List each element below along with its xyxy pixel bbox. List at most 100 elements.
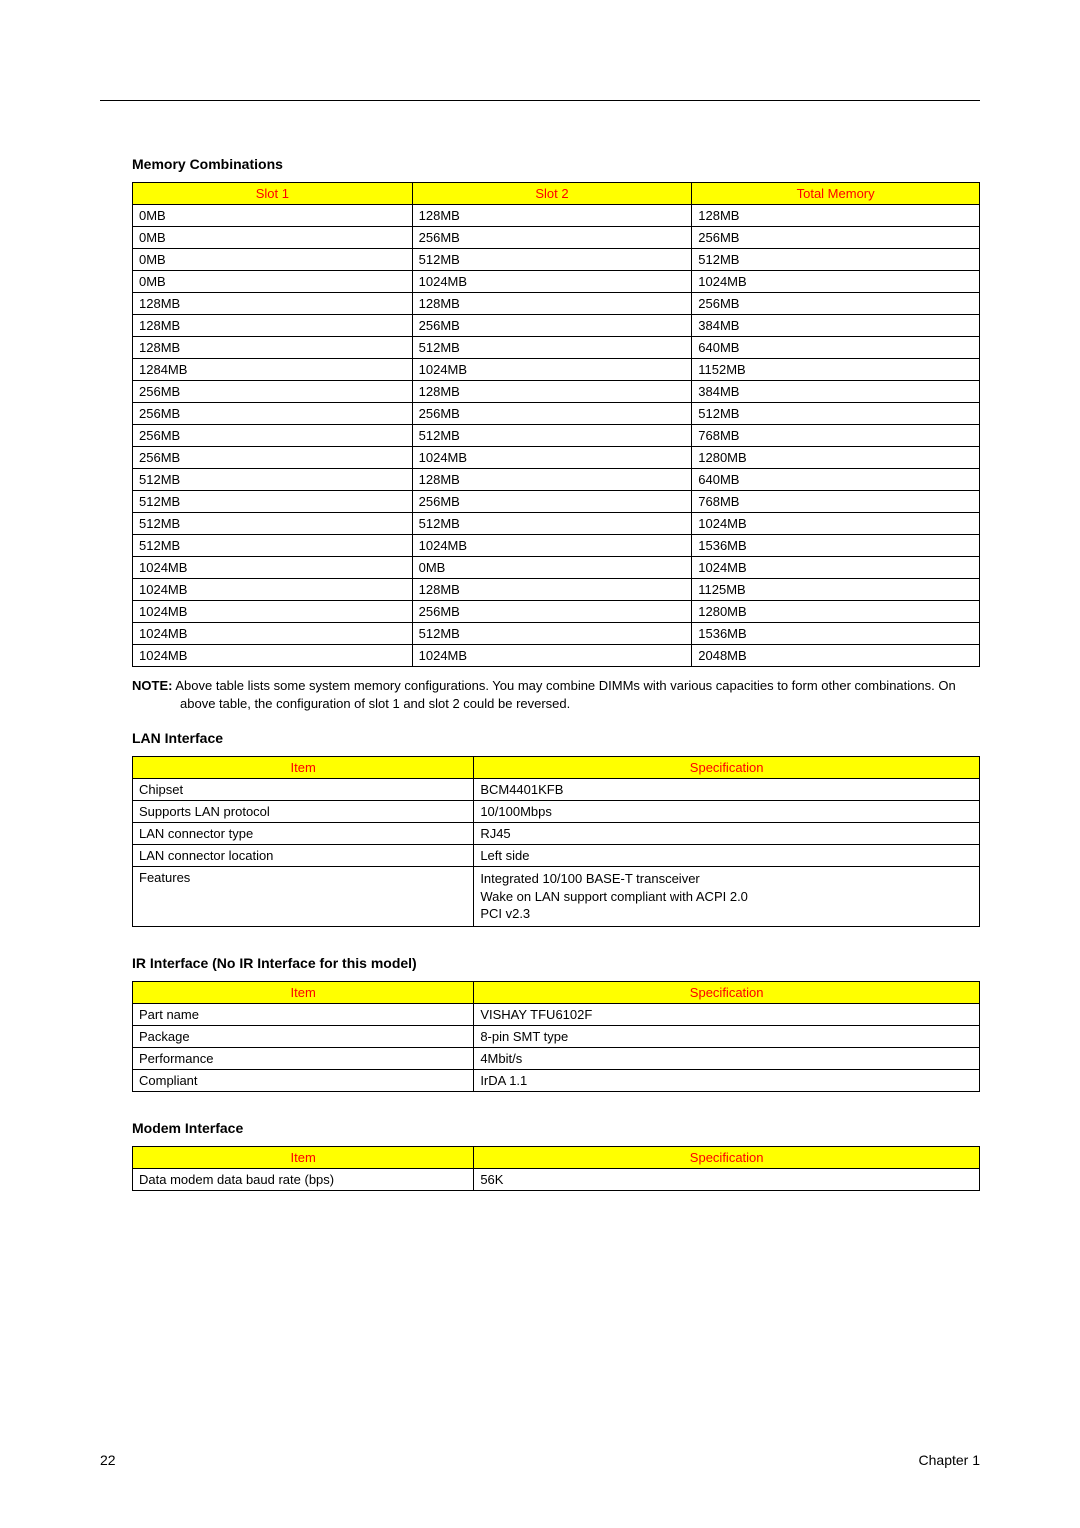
table-cell: 128MB xyxy=(133,315,413,337)
item-cell: Chipset xyxy=(133,779,474,801)
item-cell: Features xyxy=(133,867,474,927)
spec-cell: VISHAY TFU6102F xyxy=(474,1003,980,1025)
table-cell: 256MB xyxy=(692,227,980,249)
table-cell: 512MB xyxy=(133,491,413,513)
table-cell: 256MB xyxy=(412,315,692,337)
spec-cell: Integrated 10/100 BASE-T transceiverWake… xyxy=(474,867,980,927)
item-cell: Part name xyxy=(133,1003,474,1025)
table-cell: 0MB xyxy=(133,205,413,227)
table-cell: 128MB xyxy=(412,381,692,403)
column-header: Specification xyxy=(474,1146,980,1168)
modem-table: ItemSpecificationData modem data baud ra… xyxy=(132,1146,980,1191)
spec-cell: Left side xyxy=(474,845,980,867)
spec-cell: 10/100Mbps xyxy=(474,801,980,823)
table-cell: 128MB xyxy=(412,293,692,315)
table-cell: 512MB xyxy=(412,425,692,447)
page-footer: 22 Chapter 1 xyxy=(100,1452,980,1468)
table-cell: 128MB xyxy=(412,579,692,601)
table-cell: 1152MB xyxy=(692,359,980,381)
table-cell: 1536MB xyxy=(692,535,980,557)
table-cell: 640MB xyxy=(692,337,980,359)
table-cell: 512MB xyxy=(133,513,413,535)
table-cell: 128MB xyxy=(692,205,980,227)
table-cell: 768MB xyxy=(692,425,980,447)
table-cell: 1280MB xyxy=(692,601,980,623)
table-cell: 1024MB xyxy=(412,359,692,381)
memory-title: Memory Combinations xyxy=(100,156,980,172)
memory-table: Slot 1Slot 2Total Memory0MB128MB128MB0MB… xyxy=(132,182,980,667)
table-cell: 512MB xyxy=(412,337,692,359)
table-cell: 512MB xyxy=(692,403,980,425)
table-cell: 768MB xyxy=(692,491,980,513)
spec-cell: IrDA 1.1 xyxy=(474,1069,980,1091)
spec-cell: RJ45 xyxy=(474,823,980,845)
column-header: Total Memory xyxy=(692,183,980,205)
table-cell: 1024MB xyxy=(133,579,413,601)
table-cell: 1024MB xyxy=(692,271,980,293)
table-cell: 1284MB xyxy=(133,359,413,381)
table-cell: 256MB xyxy=(412,227,692,249)
item-cell: Supports LAN protocol xyxy=(133,801,474,823)
note-text: Above table lists some system memory con… xyxy=(175,678,955,711)
modem-title: Modem Interface xyxy=(100,1120,980,1136)
page-number: 22 xyxy=(100,1452,116,1468)
table-cell: 1024MB xyxy=(133,601,413,623)
table-cell: 1024MB xyxy=(692,557,980,579)
note-block: NOTE: Above table lists some system memo… xyxy=(132,677,980,712)
table-cell: 0MB xyxy=(133,227,413,249)
spec-cell: 4Mbit/s xyxy=(474,1047,980,1069)
table-cell: 512MB xyxy=(692,249,980,271)
table-cell: 1280MB xyxy=(692,447,980,469)
table-cell: 512MB xyxy=(412,623,692,645)
column-header: Item xyxy=(133,981,474,1003)
table-cell: 1024MB xyxy=(133,645,413,667)
column-header: Item xyxy=(133,757,474,779)
table-cell: 256MB xyxy=(133,403,413,425)
item-cell: Data modem data baud rate (bps) xyxy=(133,1168,474,1190)
column-header: Slot 1 xyxy=(133,183,413,205)
table-cell: 1024MB xyxy=(133,557,413,579)
table-cell: 256MB xyxy=(133,425,413,447)
item-cell: LAN connector type xyxy=(133,823,474,845)
chapter-label: Chapter 1 xyxy=(919,1452,980,1468)
item-cell: LAN connector location xyxy=(133,845,474,867)
lan-title: LAN Interface xyxy=(100,730,980,746)
table-cell: 128MB xyxy=(133,293,413,315)
top-divider xyxy=(100,100,980,101)
column-header: Item xyxy=(133,1146,474,1168)
ir-title: IR Interface (No IR Interface for this m… xyxy=(100,955,980,971)
table-cell: 128MB xyxy=(412,469,692,491)
item-cell: Performance xyxy=(133,1047,474,1069)
item-cell: Compliant xyxy=(133,1069,474,1091)
item-cell: Package xyxy=(133,1025,474,1047)
table-cell: 256MB xyxy=(412,403,692,425)
spec-cell: 8-pin SMT type xyxy=(474,1025,980,1047)
table-cell: 0MB xyxy=(133,271,413,293)
note-label: NOTE: xyxy=(132,678,172,693)
spec-cell: 56K xyxy=(474,1168,980,1190)
lan-table: ItemSpecificationChipsetBCM4401KFBSuppor… xyxy=(132,756,980,927)
table-cell: 512MB xyxy=(412,249,692,271)
column-header: Specification xyxy=(474,981,980,1003)
column-header: Slot 2 xyxy=(412,183,692,205)
column-header: Specification xyxy=(474,757,980,779)
table-cell: 512MB xyxy=(133,469,413,491)
table-cell: 1024MB xyxy=(412,645,692,667)
table-cell: 384MB xyxy=(692,315,980,337)
table-cell: 2048MB xyxy=(692,645,980,667)
table-cell: 256MB xyxy=(692,293,980,315)
table-cell: 1024MB xyxy=(692,513,980,535)
table-cell: 1125MB xyxy=(692,579,980,601)
table-cell: 256MB xyxy=(412,491,692,513)
spec-cell: BCM4401KFB xyxy=(474,779,980,801)
table-cell: 1024MB xyxy=(412,271,692,293)
table-cell: 256MB xyxy=(412,601,692,623)
table-cell: 1024MB xyxy=(412,447,692,469)
ir-table: ItemSpecificationPart nameVISHAY TFU6102… xyxy=(132,981,980,1092)
table-cell: 384MB xyxy=(692,381,980,403)
table-cell: 1536MB xyxy=(692,623,980,645)
table-cell: 128MB xyxy=(133,337,413,359)
table-cell: 512MB xyxy=(133,535,413,557)
table-cell: 512MB xyxy=(412,513,692,535)
table-cell: 1024MB xyxy=(412,535,692,557)
